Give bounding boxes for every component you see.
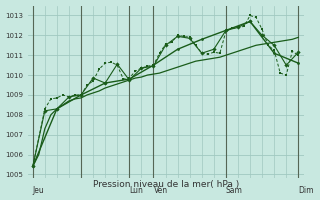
Text: Ven: Ven: [154, 186, 168, 195]
Text: Sam: Sam: [226, 186, 243, 195]
Text: Dim: Dim: [298, 186, 314, 195]
X-axis label: Pression niveau de la mer( hPa ): Pression niveau de la mer( hPa ): [93, 180, 239, 189]
Text: Lun: Lun: [129, 186, 143, 195]
Text: Jeu: Jeu: [33, 186, 44, 195]
